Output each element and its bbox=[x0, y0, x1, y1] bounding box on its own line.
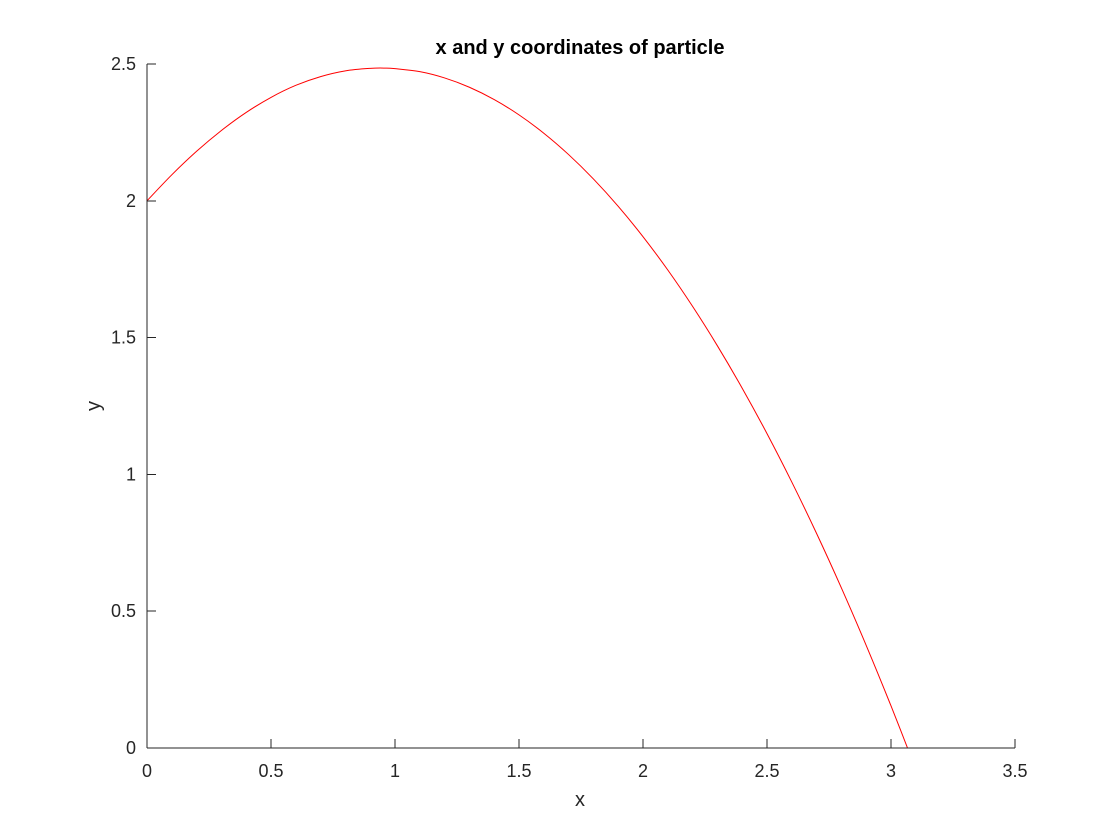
chart-title: x and y coordinates of particle bbox=[436, 37, 725, 59]
y-tick-label: 1 bbox=[126, 464, 136, 484]
y-tick-label: 0 bbox=[126, 738, 136, 758]
x-tick-label: 0 bbox=[142, 761, 152, 781]
x-axis-label: x bbox=[575, 789, 585, 811]
x-tick-label: 3 bbox=[886, 761, 896, 781]
x-tick-label: 1 bbox=[390, 761, 400, 781]
x-tick-label: 0.5 bbox=[258, 761, 283, 781]
y-tick-label: 2 bbox=[126, 191, 136, 211]
y-axis-ticks: 0 0.5 1 1.5 2 2.5 bbox=[111, 54, 156, 758]
plot-area: 0 0.5 1 1.5 2 2.5 3 3.5 0 0.5 1 1.5 2 2.5 bbox=[111, 54, 1028, 781]
x-axis-ticks: 0 0.5 1 1.5 2 2.5 3 3.5 bbox=[142, 739, 1028, 781]
series-layer bbox=[147, 67, 909, 748]
x-tick-label: 2.5 bbox=[754, 761, 779, 781]
y-tick-label: 1.5 bbox=[111, 328, 136, 348]
y-tick-label: 0.5 bbox=[111, 601, 136, 621]
y-tick-label: 2.5 bbox=[111, 54, 136, 74]
series-line-0 bbox=[147, 67, 909, 748]
x-tick-label: 3.5 bbox=[1002, 761, 1027, 781]
x-tick-label: 2 bbox=[638, 761, 648, 781]
x-tick-label: 1.5 bbox=[506, 761, 531, 781]
y-axis-label: y bbox=[83, 401, 105, 411]
